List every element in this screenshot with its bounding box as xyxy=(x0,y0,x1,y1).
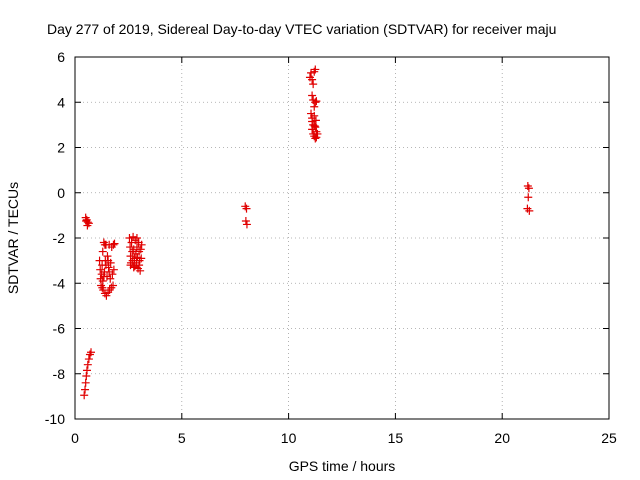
data-point xyxy=(310,122,319,131)
data-point xyxy=(312,97,321,106)
data-point xyxy=(80,391,89,400)
data-point xyxy=(103,252,112,261)
chart-title: Day 277 of 2019, Sidereal Day-to-day VTE… xyxy=(47,21,556,37)
data-point xyxy=(310,111,319,120)
x-axis-label: GPS time / hours xyxy=(289,458,396,474)
data-point xyxy=(106,274,115,283)
axis-ticks xyxy=(74,56,610,420)
data-point xyxy=(96,265,105,274)
data-point xyxy=(102,291,111,300)
data-point xyxy=(98,283,107,292)
y-tick-label: -2 xyxy=(53,230,66,246)
data-point xyxy=(524,193,533,202)
data-points xyxy=(80,65,534,400)
grid xyxy=(75,57,609,419)
x-tick-label: 25 xyxy=(601,430,617,446)
data-point xyxy=(311,134,320,143)
data-point xyxy=(98,247,107,256)
x-tick-label: 5 xyxy=(178,430,186,446)
data-point xyxy=(311,65,320,74)
y-tick-label: 4 xyxy=(57,94,65,110)
y-tick-label: -4 xyxy=(53,275,66,291)
data-point xyxy=(242,204,251,213)
data-point xyxy=(308,75,317,84)
data-point xyxy=(308,117,317,126)
data-point xyxy=(105,267,114,276)
data-point xyxy=(110,239,119,248)
data-point xyxy=(83,221,92,230)
y-tick-label: -8 xyxy=(53,366,66,382)
data-point xyxy=(104,256,113,265)
data-point xyxy=(82,372,91,381)
x-tick-label: 10 xyxy=(281,430,297,446)
x-tick-label: 15 xyxy=(388,430,404,446)
data-point xyxy=(524,184,533,193)
x-tick-label: 0 xyxy=(71,430,79,446)
data-point xyxy=(129,263,138,272)
data-point xyxy=(137,240,146,249)
data-point xyxy=(310,102,319,111)
data-point xyxy=(100,240,109,249)
data-point xyxy=(87,348,96,357)
data-point xyxy=(84,355,93,364)
y-tick-label: 0 xyxy=(57,185,65,201)
data-point xyxy=(311,116,320,125)
data-point xyxy=(137,254,146,263)
y-tick-label: 2 xyxy=(57,140,65,156)
data-point xyxy=(311,98,320,107)
y-axis-label: SDTVAR / TECUs xyxy=(5,182,21,294)
data-point xyxy=(83,360,92,369)
data-point xyxy=(309,80,318,89)
data-point xyxy=(109,240,118,249)
data-point xyxy=(101,261,110,270)
data-point xyxy=(109,265,118,274)
data-point xyxy=(82,217,91,226)
data-point xyxy=(98,276,107,285)
data-point xyxy=(242,220,251,229)
x-tick-labels: 0 5 10 15 20 25 xyxy=(71,430,617,446)
y-tick-label: -6 xyxy=(53,321,66,337)
data-point xyxy=(132,234,141,242)
x-tick-label: 20 xyxy=(494,430,510,446)
y-tick-label: -10 xyxy=(45,411,65,427)
data-point xyxy=(136,266,145,275)
data-point xyxy=(81,385,90,394)
data-point xyxy=(241,217,250,226)
data-point xyxy=(308,91,317,100)
data-point xyxy=(312,133,321,142)
data-point xyxy=(109,281,118,290)
data-point xyxy=(125,234,134,242)
data-point xyxy=(99,272,108,281)
data-point xyxy=(313,129,322,138)
data-point xyxy=(82,366,91,375)
y-tick-label: 6 xyxy=(57,49,65,65)
data-point xyxy=(135,261,144,270)
data-point xyxy=(525,206,534,215)
data-point xyxy=(136,245,145,254)
y-tick-labels: -10 -8 -6 -4 -2 0 2 4 6 xyxy=(45,49,65,427)
data-point xyxy=(81,378,90,387)
